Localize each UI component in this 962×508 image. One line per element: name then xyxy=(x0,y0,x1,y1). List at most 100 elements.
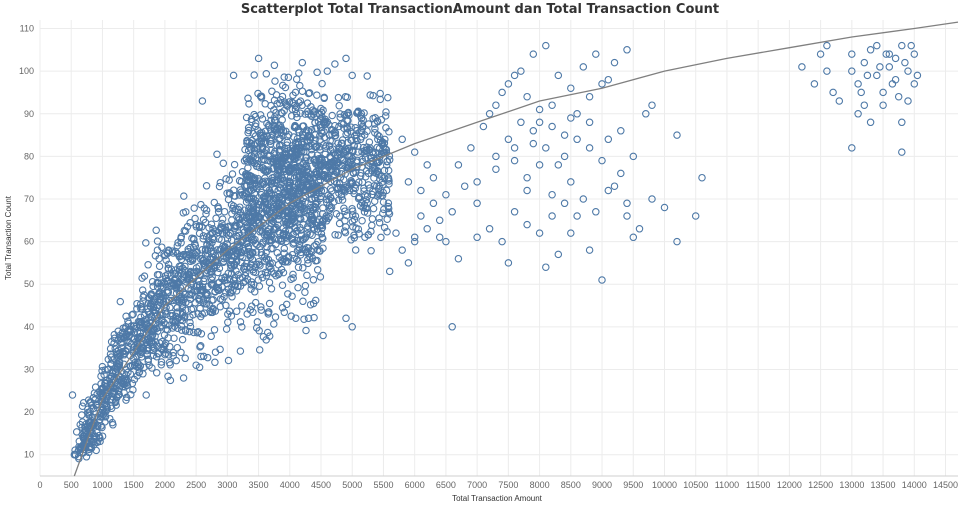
data-point xyxy=(122,312,130,321)
data-point xyxy=(264,156,272,165)
data-point xyxy=(261,127,270,136)
data-point xyxy=(224,195,233,204)
data-point xyxy=(523,220,531,229)
data-point xyxy=(219,258,228,267)
data-point xyxy=(122,396,130,404)
data-point xyxy=(423,161,431,169)
data-point xyxy=(251,122,260,131)
data-point xyxy=(140,291,148,299)
data-point xyxy=(173,303,182,312)
data-point xyxy=(265,191,273,199)
data-point xyxy=(260,231,269,239)
data-point xyxy=(304,314,313,323)
data-point xyxy=(263,328,272,337)
data-point xyxy=(290,173,299,182)
data-point xyxy=(137,353,146,361)
data-point xyxy=(136,300,145,308)
data-point xyxy=(334,93,343,102)
data-point xyxy=(256,129,265,137)
data-point xyxy=(362,196,370,204)
data-point xyxy=(410,233,419,242)
data-point xyxy=(284,213,293,222)
data-point xyxy=(904,97,912,105)
data-point xyxy=(269,217,278,226)
data-point xyxy=(306,218,314,227)
data-point xyxy=(175,296,183,304)
data-point xyxy=(211,257,220,265)
data-point xyxy=(216,295,225,303)
data-point xyxy=(247,208,255,216)
data-point xyxy=(208,281,216,289)
x-tick-label: 2500 xyxy=(186,480,206,490)
data-point xyxy=(183,222,192,231)
data-point xyxy=(266,137,275,145)
y-tick-label: 20 xyxy=(24,407,34,417)
data-point xyxy=(891,54,900,63)
data-point xyxy=(292,172,301,180)
data-point xyxy=(392,229,400,237)
data-point xyxy=(275,269,284,277)
data-point xyxy=(95,433,104,442)
data-point xyxy=(242,259,251,268)
data-point xyxy=(691,212,700,220)
data-point xyxy=(257,190,266,199)
data-point xyxy=(270,124,278,133)
data-point xyxy=(529,50,538,58)
data-point xyxy=(171,247,180,256)
data-point xyxy=(197,312,205,321)
data-point xyxy=(279,154,288,162)
data-point xyxy=(331,60,339,68)
data-point xyxy=(338,185,346,194)
data-point xyxy=(220,207,229,216)
data-point xyxy=(337,190,346,199)
data-point xyxy=(140,272,149,280)
data-point xyxy=(164,351,173,359)
data-point xyxy=(271,77,279,85)
data-point xyxy=(118,329,127,337)
data-point xyxy=(280,244,289,253)
x-tick-label: 4000 xyxy=(280,480,300,490)
data-point xyxy=(262,146,270,155)
data-point xyxy=(560,199,569,208)
data-point xyxy=(199,234,207,243)
data-point xyxy=(376,89,384,98)
data-point xyxy=(325,206,334,214)
data-point xyxy=(585,144,594,152)
data-point xyxy=(77,411,86,419)
data-point xyxy=(504,80,513,88)
x-tick-label: 2000 xyxy=(155,480,175,490)
data-point xyxy=(266,151,274,160)
data-point xyxy=(106,344,115,353)
data-point xyxy=(442,237,450,246)
data-point xyxy=(185,327,194,336)
data-point xyxy=(238,168,247,176)
data-point xyxy=(278,303,287,312)
data-point xyxy=(208,238,216,247)
data-point xyxy=(232,257,241,266)
data-point xyxy=(368,190,376,199)
data-point xyxy=(235,220,244,229)
data-point xyxy=(203,249,211,257)
data-point xyxy=(255,346,264,354)
data-point xyxy=(192,264,201,272)
data-point xyxy=(168,247,177,255)
data-point xyxy=(255,163,264,172)
data-point xyxy=(361,149,369,158)
data-point xyxy=(610,58,619,67)
data-point xyxy=(473,233,481,242)
data-point xyxy=(165,321,174,329)
data-point xyxy=(284,258,292,266)
data-point xyxy=(271,113,279,121)
data-point xyxy=(353,126,361,135)
data-point xyxy=(255,260,263,269)
data-point xyxy=(164,372,172,381)
data-point xyxy=(271,147,279,156)
data-point xyxy=(106,374,114,383)
data-point xyxy=(224,356,233,365)
data-point xyxy=(289,230,298,238)
data-point xyxy=(330,156,339,165)
data-point xyxy=(211,287,219,296)
data-point xyxy=(195,363,204,372)
data-point xyxy=(248,228,257,236)
